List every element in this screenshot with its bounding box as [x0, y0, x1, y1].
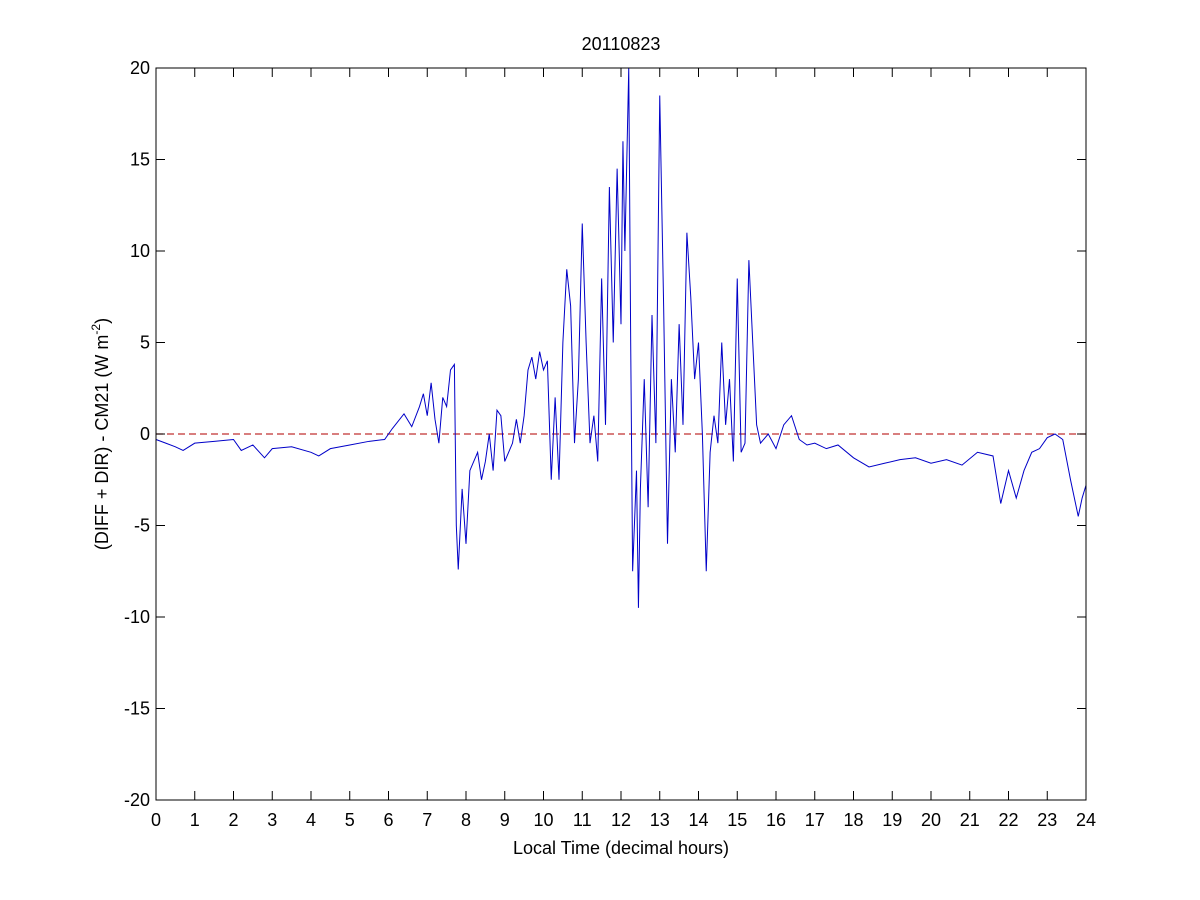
x-tick-label: 16 [766, 810, 786, 830]
y-tick-label: 10 [130, 241, 150, 261]
y-tick-label: 5 [140, 333, 150, 353]
y-tick-label: -10 [124, 607, 150, 627]
y-label-text: (DIFF + DIR) - CM21 (W m [92, 335, 112, 550]
x-tick-label: 21 [960, 810, 980, 830]
x-tick-label: 18 [843, 810, 863, 830]
x-tick-label: 6 [383, 810, 393, 830]
y-tick-label: -20 [124, 790, 150, 810]
y-tick-label: -15 [124, 699, 150, 719]
y-label-suffix: ) [92, 318, 112, 324]
x-tick-label: 2 [228, 810, 238, 830]
x-tick-label: 14 [688, 810, 708, 830]
x-tick-label: 15 [727, 810, 747, 830]
x-tick-label: 3 [267, 810, 277, 830]
x-axis-label: Local Time (decimal hours) [513, 838, 729, 858]
x-tick-label: 12 [611, 810, 631, 830]
data-line [155, 67, 1087, 608]
y-tick-label: 20 [130, 58, 150, 78]
x-tick-label: 23 [1037, 810, 1057, 830]
x-tick-label: 11 [573, 810, 592, 830]
y-tick-label: -5 [134, 516, 150, 536]
x-tick-label: 0 [151, 810, 161, 830]
x-tick-label: 4 [306, 810, 316, 830]
x-tick-label: 24 [1076, 810, 1096, 830]
x-tick-label: 10 [533, 810, 553, 830]
y-tick-label: 0 [140, 424, 150, 444]
x-tick-label: 8 [461, 810, 471, 830]
x-tick-label: 22 [998, 810, 1018, 830]
x-tick-label: 9 [500, 810, 510, 830]
y-label-superscript: -2 [89, 324, 103, 335]
y-tick-label: 15 [130, 150, 150, 170]
y-axis-label: (DIFF + DIR) - CM21 (W m-2) [89, 318, 112, 550]
x-tick-label: 1 [190, 810, 200, 830]
x-tick-label: 19 [882, 810, 902, 830]
x-tick-label: 20 [921, 810, 941, 830]
x-tick-label: 5 [345, 810, 355, 830]
x-tick-label: 7 [422, 810, 432, 830]
x-tick-label: 17 [805, 810, 825, 830]
x-tick-label: 13 [650, 810, 670, 830]
chart-title: 20110823 [582, 34, 661, 54]
